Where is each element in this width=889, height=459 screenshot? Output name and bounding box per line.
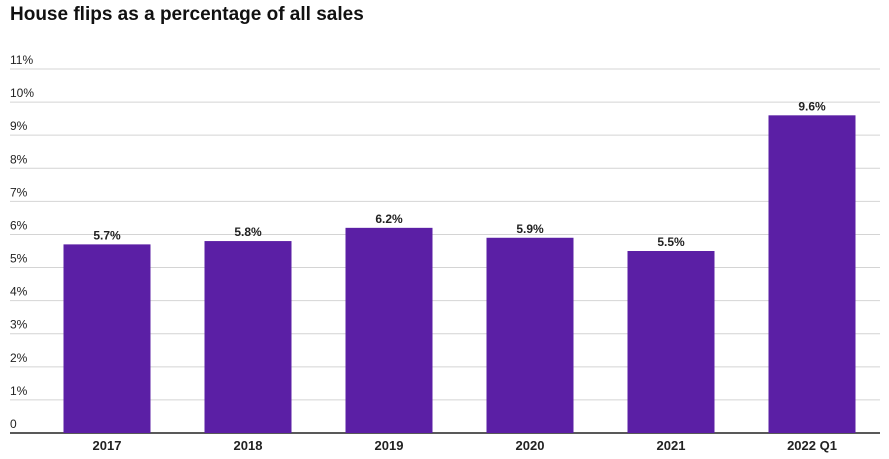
data-labels: 5.7% 5.8% 6.2% 5.9% 5.5% 9.6% <box>93 99 826 249</box>
x-tick-label: 2017 <box>93 438 122 453</box>
y-tick-label: 4% <box>10 285 28 299</box>
data-label: 5.8% <box>234 225 262 239</box>
y-tick-label: 5% <box>10 252 28 266</box>
data-label: 5.9% <box>516 222 544 236</box>
bars <box>63 115 856 433</box>
bar <box>486 237 574 433</box>
x-tick-label: 2019 <box>375 438 404 453</box>
y-tick-label: 8% <box>10 152 28 166</box>
gridlines <box>10 68 880 434</box>
data-label: 5.5% <box>657 235 685 249</box>
y-tick-label: 6% <box>10 218 28 232</box>
bar <box>345 227 433 433</box>
bar <box>768 115 856 433</box>
bar <box>627 251 715 433</box>
y-tick-label: 11% <box>10 53 33 67</box>
x-axis-labels: 2017 2018 2019 2020 2021 2022 Q1 <box>93 438 837 453</box>
y-axis-ticks: 0 1% 2% 3% 4% 5% 6% 7% 8% 9% 10% 11% <box>10 53 34 431</box>
x-tick-label: 2022 Q1 <box>787 438 837 453</box>
y-tick-label: 3% <box>10 318 28 332</box>
x-tick-label: 2018 <box>234 438 263 453</box>
data-label: 5.7% <box>93 228 121 242</box>
y-tick-label: 9% <box>10 119 28 133</box>
bar <box>63 244 151 433</box>
data-label: 6.2% <box>375 212 403 226</box>
chart-title: House flips as a percentage of all sales <box>10 4 364 25</box>
data-label: 9.6% <box>798 99 826 113</box>
y-tick-label: 7% <box>10 185 28 199</box>
y-tick-label: 10% <box>10 86 34 100</box>
y-tick-label: 1% <box>10 384 28 398</box>
x-tick-label: 2021 <box>657 438 686 453</box>
y-tick-label: 2% <box>10 351 28 365</box>
x-tick-label: 2020 <box>516 438 545 453</box>
bar <box>204 241 292 433</box>
y-tick-label: 0 <box>10 417 17 431</box>
